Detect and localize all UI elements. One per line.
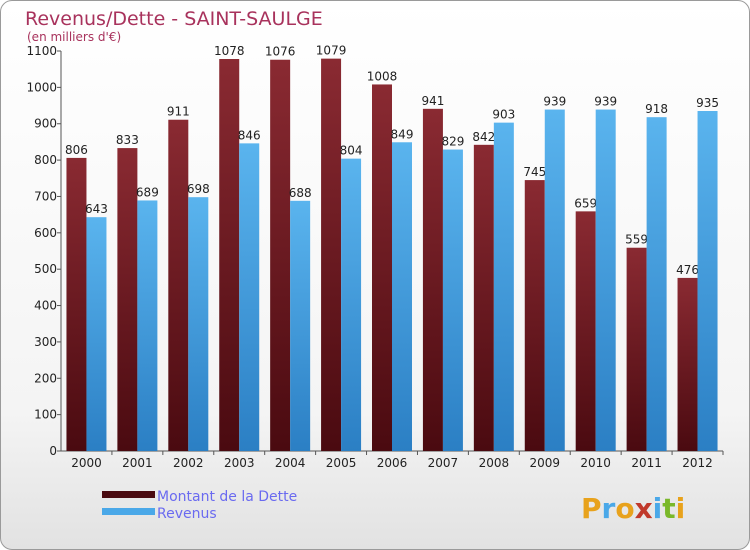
- debt-bar: [321, 58, 342, 452]
- axes: 0 100 200 300 400 500 600 700 800 900 1000 1100 2000…: [26, 44, 724, 470]
- logo-letter: i: [653, 492, 663, 525]
- logo-letter: t: [662, 492, 675, 525]
- proxiti-logo-text: Proxiti: [581, 492, 685, 525]
- debt-bar: [168, 119, 189, 452]
- legend-label: Revenus: [157, 506, 217, 522]
- y-tick-label: 700: [34, 189, 57, 203]
- data-label: 745: [523, 165, 546, 179]
- y-tick-label: 400: [34, 299, 57, 313]
- logo-letter: r: [602, 492, 616, 525]
- data-label: 689: [136, 185, 159, 199]
- x-tick-label: 2002: [173, 456, 204, 470]
- y-tick-label: 600: [34, 226, 57, 240]
- x-tick-label: 2011: [631, 456, 662, 470]
- data-label: 903: [492, 108, 515, 122]
- y-tick-label: 1000: [26, 80, 57, 94]
- debt-bar: [626, 247, 647, 451]
- y-tick-label: 200: [34, 371, 57, 385]
- data-label: 698: [187, 182, 210, 196]
- x-tick-label: 2007: [428, 456, 459, 470]
- chart-title: Revenus/Dette - SAINT-SAULGE: [25, 8, 323, 30]
- debt-bar: [524, 180, 545, 451]
- revenue-bar: [595, 109, 616, 451]
- revenue-bar: [239, 143, 260, 451]
- data-label: 842: [472, 130, 495, 144]
- data-label: 939: [594, 95, 617, 109]
- data-label: 1079: [316, 44, 347, 58]
- revenue-bar: [341, 158, 362, 452]
- y-tick-label: 800: [34, 153, 57, 167]
- y-tick-label: 100: [34, 408, 57, 422]
- logo-letter: i: [676, 492, 686, 525]
- debt-bar: [473, 144, 494, 451]
- revenue-bar: [188, 197, 209, 451]
- proxiti-logo: Proxiti: [581, 492, 685, 525]
- data-label: 939: [543, 95, 566, 109]
- logo-letter: P: [581, 492, 602, 525]
- logo-letter: o: [615, 492, 634, 525]
- y-tick-label: 500: [34, 262, 57, 276]
- y-tick-label: 0: [49, 444, 57, 458]
- revenue-bar: [544, 109, 565, 451]
- debt-bar: [575, 211, 596, 451]
- legend-swatch: [102, 508, 155, 515]
- data-label: 1008: [367, 69, 398, 83]
- revenue-bar: [442, 149, 463, 451]
- data-label: 911: [167, 105, 190, 119]
- x-tick-label: 2003: [224, 456, 255, 470]
- data-label: 935: [696, 96, 719, 110]
- data-label: 918: [645, 102, 668, 116]
- y-tick-label: 900: [34, 117, 57, 131]
- x-tick-label: 2010: [580, 456, 611, 470]
- data-label: 688: [289, 186, 312, 200]
- data-label: 833: [116, 133, 139, 147]
- data-label: 849: [391, 127, 414, 141]
- data-label: 1076: [265, 45, 296, 59]
- data-label: 643: [85, 202, 108, 216]
- legend-label: Montant de la Dette: [157, 489, 297, 505]
- debt-bar: [677, 277, 698, 451]
- x-tick-label: 2000: [71, 456, 102, 470]
- debt-bar: [117, 148, 138, 451]
- legend-swatch: [102, 491, 155, 498]
- data-label: 846: [238, 128, 261, 142]
- data-label: 476: [676, 263, 699, 277]
- x-tick-label: 2004: [275, 456, 306, 470]
- x-tick-label: 2012: [682, 456, 713, 470]
- revenue-bar: [697, 111, 718, 451]
- bars: 806 643 833 689 911 698 1078 846 1076 688 1079 804 1…: [65, 44, 719, 452]
- y-tick-label: 300: [34, 335, 57, 349]
- data-label: 829: [441, 135, 464, 149]
- x-tick-label: 2001: [122, 456, 153, 470]
- x-tick-label: 2008: [479, 456, 510, 470]
- chart-subtitle: (en milliers d'€): [27, 30, 121, 44]
- debt-bar: [422, 108, 443, 452]
- revenue-bar: [392, 142, 412, 452]
- data-label: 559: [625, 233, 648, 247]
- revenue-bar: [86, 217, 107, 451]
- debt-bar: [372, 84, 392, 452]
- data-label: 1078: [214, 44, 245, 58]
- revenue-bar: [646, 117, 667, 451]
- x-tick-label: 2006: [377, 456, 408, 470]
- debt-bar: [219, 59, 240, 451]
- x-tick-label: 2009: [529, 456, 560, 470]
- data-label: 659: [574, 196, 597, 210]
- data-label: 804: [340, 144, 363, 158]
- logo-letter: x: [635, 492, 653, 525]
- debt-bar: [270, 59, 291, 452]
- x-tick-label: 2005: [326, 456, 357, 470]
- revenue-bar: [493, 122, 514, 452]
- revenue-bar: [137, 200, 158, 451]
- debt-bar: [66, 157, 87, 451]
- revenue-bar: [290, 200, 311, 451]
- data-label: 941: [421, 94, 444, 108]
- y-tick-label: 1100: [26, 44, 57, 58]
- data-label: 806: [65, 143, 88, 157]
